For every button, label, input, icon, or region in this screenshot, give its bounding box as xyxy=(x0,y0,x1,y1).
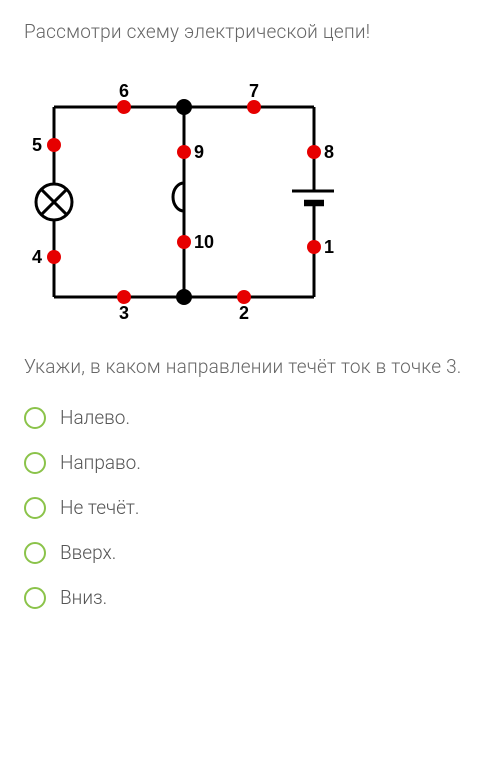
option-label: Направо. xyxy=(60,451,141,474)
radio-icon xyxy=(24,542,46,564)
option-label: Вверх. xyxy=(60,541,116,564)
options-list: Налево. Направо. Не течёт. Вверх. Вниз. xyxy=(24,406,476,609)
radio-icon xyxy=(24,452,46,474)
svg-text:10: 10 xyxy=(194,232,214,252)
option-label: Вниз. xyxy=(60,586,107,609)
svg-text:3: 3 xyxy=(119,303,129,323)
svg-text:4: 4 xyxy=(32,247,42,267)
svg-text:5: 5 xyxy=(32,135,42,155)
option-none[interactable]: Не течёт. xyxy=(24,496,476,519)
svg-text:8: 8 xyxy=(324,142,334,162)
option-right[interactable]: Направо. xyxy=(24,451,476,474)
option-label: Не течёт. xyxy=(60,496,139,519)
option-up[interactable]: Вверх. xyxy=(24,541,476,564)
circuit-diagram: 1 2 3 4 5 6 7 8 9 10 xyxy=(24,67,476,331)
radio-icon xyxy=(24,587,46,609)
svg-text:1: 1 xyxy=(324,237,334,257)
question-text: Укажи, в каком направлении течёт ток в т… xyxy=(24,355,476,378)
svg-text:7: 7 xyxy=(249,81,259,101)
radio-icon xyxy=(24,497,46,519)
instruction-text: Рассмотри схему электрической цепи! xyxy=(24,20,476,43)
radio-icon xyxy=(24,407,46,429)
svg-text:2: 2 xyxy=(239,303,249,323)
option-down[interactable]: Вниз. xyxy=(24,586,476,609)
option-left[interactable]: Налево. xyxy=(24,406,476,429)
option-label: Налево. xyxy=(60,406,130,429)
svg-text:6: 6 xyxy=(119,81,129,101)
svg-text:9: 9 xyxy=(194,142,204,162)
